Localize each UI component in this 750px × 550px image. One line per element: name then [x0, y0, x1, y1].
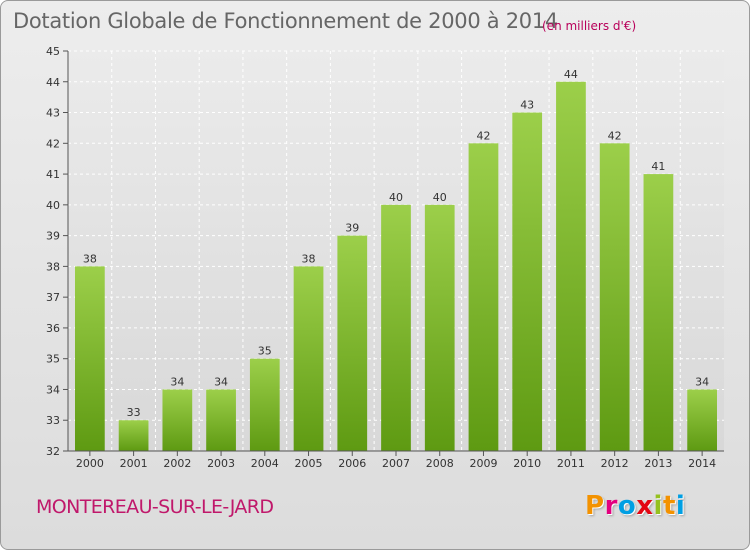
logo-letter: o — [617, 491, 637, 521]
bar-value-label: 44 — [564, 68, 578, 81]
bar-value-label: 39 — [345, 222, 359, 235]
logo-letter: r — [604, 491, 618, 521]
y-tick-label: 42 — [46, 137, 60, 150]
x-tick-label: 2012 — [601, 457, 629, 470]
x-tick-label: 2004 — [251, 457, 279, 470]
bar — [337, 235, 368, 451]
bar — [206, 389, 236, 451]
bar — [687, 389, 718, 451]
x-tick-label: 2001 — [120, 457, 148, 470]
bar-value-label: 42 — [608, 129, 622, 142]
y-tick-label: 44 — [46, 76, 60, 89]
bar-value-label: 35 — [258, 345, 272, 358]
bar-value-label: 34 — [695, 375, 709, 388]
x-tick-label: 2003 — [207, 457, 235, 470]
bar-value-label: 40 — [389, 191, 403, 204]
bar — [118, 420, 149, 451]
chart-unit: (en milliers d'€) — [542, 19, 637, 33]
x-tick-label: 2002 — [163, 457, 191, 470]
y-tick-label: 37 — [46, 291, 60, 304]
y-tick-label: 45 — [46, 45, 60, 58]
bar — [381, 204, 411, 451]
bar — [468, 143, 499, 452]
logo-letter: P — [585, 491, 605, 521]
bar-value-label: 34 — [170, 375, 184, 388]
y-tick-label: 41 — [46, 168, 60, 181]
bar-value-label: 34 — [214, 375, 228, 388]
bar-value-label: 43 — [520, 99, 534, 112]
axes: 32 33 34 35 36 37 38 39 40 41 42 43 44 45 2000 2001 2002… — [46, 45, 724, 470]
y-tick-label: 40 — [46, 199, 60, 212]
x-tick-label: 2009 — [469, 457, 497, 470]
x-tick-label: 2010 — [513, 457, 541, 470]
y-tick-label: 38 — [46, 260, 60, 273]
x-tick-label: 2013 — [644, 457, 672, 470]
y-tick-label: 36 — [46, 322, 60, 335]
x-tick-label: 2006 — [338, 457, 366, 470]
bar-value-label: 41 — [651, 160, 665, 173]
bar — [643, 174, 674, 452]
chart-title: Dotation Globale de Fonctionnement de 20… — [13, 9, 558, 33]
bar-value-label: 38 — [83, 252, 97, 265]
y-tick-label: 33 — [46, 414, 60, 427]
bar — [162, 389, 193, 451]
bar-value-label: 38 — [302, 252, 316, 265]
bar — [74, 266, 105, 451]
y-tick-label: 43 — [46, 107, 60, 120]
y-tick-label: 32 — [46, 445, 60, 458]
bar — [556, 81, 586, 452]
bar-value-label: 33 — [127, 406, 141, 419]
x-tick-label: 2007 — [382, 457, 410, 470]
bar — [512, 112, 543, 452]
logo-letter: x — [636, 491, 654, 521]
bars: 38 33 34 34 35 38 39 40 40 42 43 44 42 41 34 — [74, 68, 718, 452]
y-tick-label: 39 — [46, 230, 60, 243]
x-tick-label: 2008 — [426, 457, 454, 470]
y-tick-label: 35 — [46, 353, 60, 366]
x-tick-label: 2014 — [688, 457, 716, 470]
bar — [249, 358, 280, 451]
proxiti-logo[interactable]: Proxiti — [585, 491, 685, 521]
y-tick-label: 34 — [46, 383, 60, 396]
x-tick-label: 2005 — [295, 457, 323, 470]
logo-letter: t — [662, 491, 676, 521]
logo-letter: i — [675, 491, 686, 521]
logo-letter: i — [653, 491, 663, 521]
bar-value-label: 40 — [433, 191, 447, 204]
x-tick-label: 2000 — [76, 457, 104, 470]
x-tick-label: 2011 — [557, 457, 585, 470]
bar — [424, 204, 455, 451]
bar — [293, 266, 324, 451]
bar-value-label: 42 — [476, 129, 490, 142]
bar — [599, 143, 630, 452]
commune-name: MONTEREAU-SUR-LE-JARD — [36, 496, 274, 518]
